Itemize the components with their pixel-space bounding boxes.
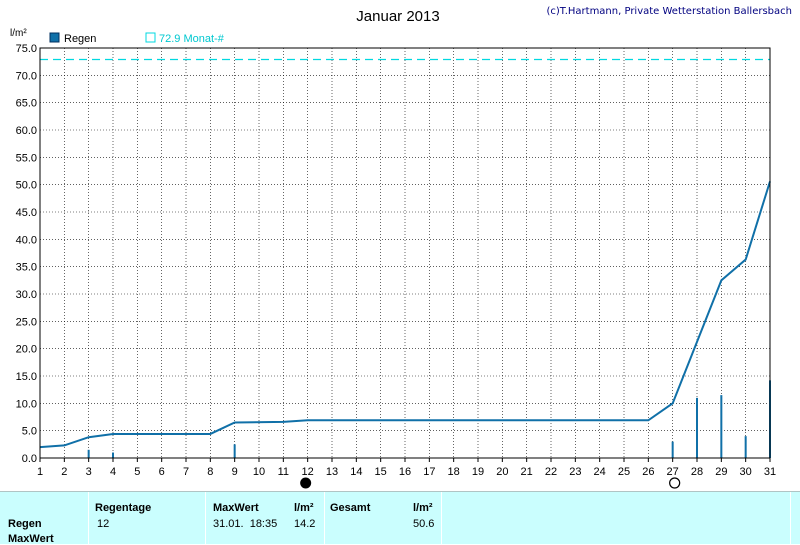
y-tick-label: 70.0: [16, 70, 37, 82]
y-axis: 0.0 5.0 10.0 15.0 20.0 25.0 30.0 35.0 40.0 45.0 50…: [16, 43, 37, 465]
y-tick-label: 65.0: [16, 98, 37, 110]
x-tick-label: 13: [326, 466, 338, 478]
x-tick-label: 5: [134, 466, 140, 478]
chart-title: Januar 2013: [356, 8, 439, 25]
x-tick-label: 28: [691, 466, 703, 478]
y-tick-label: 30.0: [16, 289, 37, 301]
rain-bar: [233, 444, 236, 458]
x-tick-label: 21: [521, 466, 533, 478]
x-tick-label: 25: [618, 466, 630, 478]
value-gesamt: 50.6: [413, 518, 435, 530]
y-tick-label: 25.0: [16, 316, 37, 328]
row-label-maxwert: MaxWert: [8, 533, 54, 545]
value-max: 14.2: [294, 518, 316, 530]
x-tick-label: 23: [569, 466, 581, 478]
header-unit-max: l/m²: [294, 502, 314, 514]
x-tick-label: 20: [496, 466, 508, 478]
x-tick-label: 1: [37, 466, 43, 478]
full-moon-icon: [669, 477, 681, 489]
daily-rain-bars: [87, 380, 771, 458]
copyright-text: (c)T.Hartmann, Private Wetterstation Bal…: [546, 6, 792, 17]
plot-frame: [39, 47, 771, 459]
x-tick-label: 11: [278, 466, 289, 478]
x-tick-label: 8: [207, 466, 213, 478]
header-regentage: Regentage: [95, 502, 152, 514]
rain-bar: [744, 436, 747, 458]
x-axis: 1 2 3 4 5 6 7 8 9 10 11 12 13 14 15 16 17 18 19 20 21 22 23 24 2…: [37, 458, 776, 478]
legend-swatch-regen: [49, 32, 60, 43]
summary-panel: Regentage MaxWert l/m² Gesamt l/m² Regen…: [0, 491, 800, 545]
rain-bar: [87, 449, 90, 458]
y-tick-label: 35.0: [16, 262, 37, 274]
y-tick-label: 20.0: [16, 344, 37, 356]
y-tick-label: 15.0: [16, 371, 37, 383]
legend-label-monat: 72.9 Monat-#: [159, 33, 225, 45]
x-tick-label: 4: [110, 466, 116, 478]
x-tick-label: 17: [423, 466, 435, 478]
cumulative-rain-line: [39, 181, 771, 449]
x-tick-label: 15: [375, 466, 387, 478]
y-tick-label: 45.0: [16, 207, 37, 219]
x-tick-label: 30: [740, 466, 752, 478]
rain-bar: [696, 397, 698, 458]
x-tick-label: 3: [86, 466, 92, 478]
header-maxwert: MaxWert: [213, 502, 259, 514]
x-tick-label: 24: [594, 466, 606, 478]
y-tick-label: 5.0: [22, 426, 37, 438]
divider: [205, 492, 206, 544]
x-tick-label: 7: [183, 466, 189, 478]
y-tick-label: 75.0: [16, 43, 37, 55]
y-tick-label: 10.0: [16, 398, 37, 410]
y-tick-label: 60.0: [16, 125, 37, 137]
rain-bar: [720, 395, 723, 458]
x-tick-label: 27: [667, 466, 679, 478]
y-tick-label: 55.0: [16, 152, 37, 164]
x-tick-label: 14: [350, 466, 362, 478]
value-max-date: 31.01. 18:35: [213, 518, 278, 530]
new-moon-icon: [300, 477, 312, 489]
row-label-regen: Regen: [8, 518, 42, 530]
x-tick-label: 12: [302, 466, 314, 478]
rain-bar: [112, 452, 114, 458]
rain-bar: [671, 441, 674, 458]
x-tick-label: 26: [642, 466, 654, 478]
x-tick-label: 10: [253, 466, 265, 478]
y-tick-label: 0.0: [22, 453, 37, 465]
header-gesamt: Gesamt: [330, 502, 371, 514]
x-tick-label: 16: [399, 466, 411, 478]
legend-label-regen: Regen: [64, 33, 96, 45]
x-tick-label: 6: [159, 466, 165, 478]
cumulative-line: [39, 181, 771, 449]
x-tick-label: 19: [472, 466, 484, 478]
divider: [441, 492, 442, 544]
value-regentage: 12: [97, 518, 110, 530]
x-tick-label: 22: [545, 466, 557, 478]
header-unit-gesamt: l/m²: [413, 502, 433, 514]
rain-chart: Januar 2013 (c)T.Hartmann, Private Wette…: [10, 6, 792, 489]
x-tick-label: 9: [232, 466, 238, 478]
x-tick-label: 18: [448, 466, 460, 478]
x-tick-label: 31: [764, 466, 776, 478]
divider: [88, 492, 89, 544]
legend-swatch-monat: [145, 32, 156, 43]
x-tick-label: 2: [61, 466, 67, 478]
y-axis-label: l/m²: [10, 28, 27, 39]
grid: [39, 47, 771, 459]
divider: [790, 492, 791, 544]
moon-markers: [300, 477, 681, 489]
y-tick-label: 50.0: [16, 180, 37, 192]
divider: [324, 492, 325, 544]
y-tick-label: 40.0: [16, 234, 37, 246]
x-tick-label: 29: [715, 466, 727, 478]
